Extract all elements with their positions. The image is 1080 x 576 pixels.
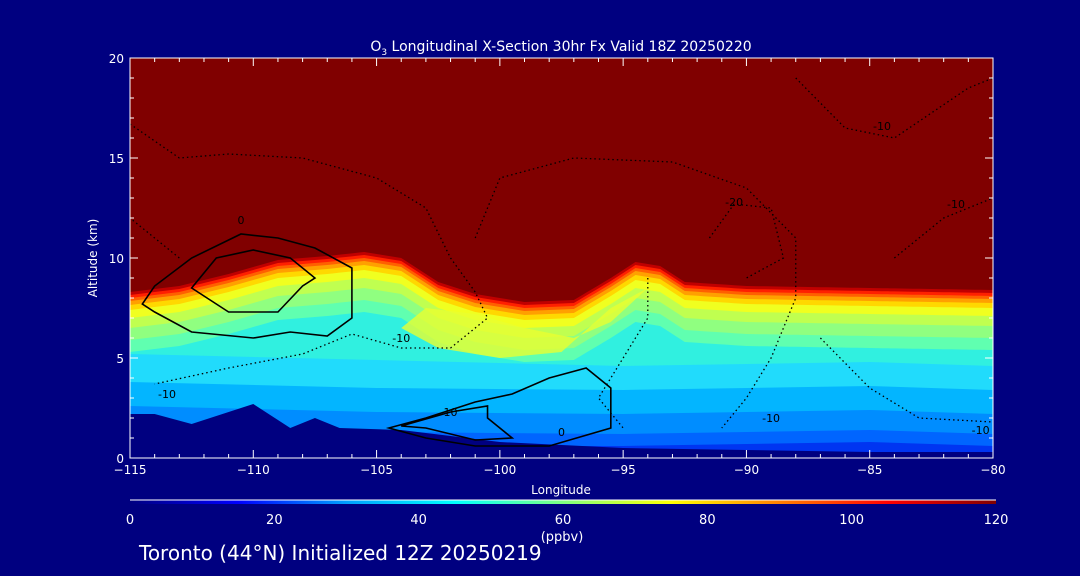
contour-lines: 0 10 0 -10 -10 -20 -10 -10 -10 -10 <box>130 77 993 447</box>
contour-label: -10 <box>873 120 891 133</box>
contour-dotted-8 <box>130 217 180 259</box>
contour-label: -10 <box>947 198 965 211</box>
y-tick-label: 5 <box>116 352 124 366</box>
contour-label: -10 <box>762 412 780 425</box>
contour-dotted-5 <box>893 197 993 259</box>
colorbar-tick-label: 60 <box>555 513 572 528</box>
ozone-field <box>130 58 993 458</box>
contour-label: 10 <box>444 406 458 419</box>
contour-dotted-7 <box>819 337 993 423</box>
colorbar-tick-label: 20 <box>266 513 283 528</box>
y-tick-label: 15 <box>109 152 124 166</box>
colorbar-tick-label: 0 <box>126 513 134 528</box>
x-tick-label: −95 <box>610 463 635 477</box>
x-tick-label: −85 <box>857 463 882 477</box>
contour-label: -20 <box>725 196 743 209</box>
x-tick-label: −105 <box>360 463 393 477</box>
ozone-blob <box>401 288 648 358</box>
contour-dotted-6 <box>597 278 649 429</box>
contour-label: -10 <box>392 332 410 345</box>
x-axis-label: Longitude <box>531 483 591 497</box>
x-tick-label: −100 <box>483 463 516 477</box>
colorbar-tick-label: 120 <box>984 513 1009 528</box>
colorbar-tick-label: 40 <box>410 513 427 528</box>
y-tick-label: 0 <box>116 452 124 466</box>
contour-label: -10 <box>158 388 176 401</box>
footer-info: Toronto (44°N) Initialized 12Z 20250219 <box>139 541 542 565</box>
colorbar-tick-label: 100 <box>839 513 864 528</box>
contour-label: -10 <box>972 424 990 437</box>
colorbar <box>130 500 996 504</box>
contour-0-lower <box>385 367 612 447</box>
colorbar-ticks: 0 20 40 60 80 100 120 <box>126 513 1009 528</box>
x-tick-label: −110 <box>237 463 270 477</box>
y-tick-label: 20 <box>109 52 124 66</box>
chart-title: O3 Longitudinal X-Section 30hr Fx Valid … <box>370 39 751 58</box>
terrain <box>130 404 993 458</box>
contour-label: 0 <box>558 426 565 439</box>
colorbar-tick-label: 80 <box>699 513 716 528</box>
y-axis-label: Altitude (km) <box>86 219 100 298</box>
x-tick-label: −80 <box>980 463 1005 477</box>
x-tick-label: −90 <box>734 463 759 477</box>
x-tick-label: −115 <box>114 463 147 477</box>
contour-10-upper <box>190 249 317 313</box>
contour-0-upper <box>141 233 353 339</box>
colorbar-unit: (ppbv) <box>541 530 584 545</box>
contour-dotted-3 <box>708 203 785 279</box>
y-tick-label: 10 <box>109 252 124 266</box>
axes: −115 −110 −105 −100 −95 −90 −85 −80 0 5 10 15 20 <box>109 52 1006 477</box>
contour-10-lower <box>401 405 515 441</box>
contour-label: 0 <box>237 214 244 227</box>
